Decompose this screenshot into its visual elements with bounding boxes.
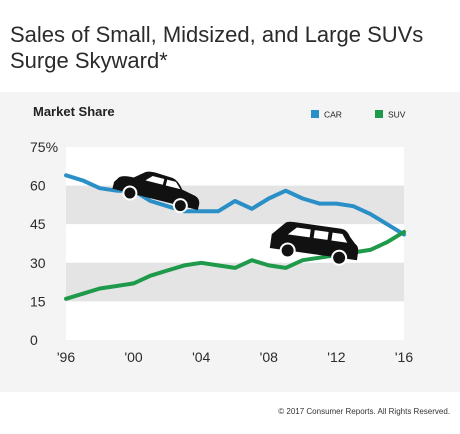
- grid-band: [66, 301, 404, 340]
- x-tick-label: '00: [124, 349, 142, 365]
- suv-icon: [269, 221, 359, 266]
- y-tick-label: 15: [30, 293, 46, 309]
- legend-label-car: CAR: [324, 110, 342, 120]
- y-tick-label: 30: [30, 255, 46, 271]
- chart-subtitle: Market Share: [33, 104, 115, 119]
- x-tick-label: '04: [192, 349, 210, 365]
- car-icon: [112, 171, 200, 214]
- y-axis-ticks: 75% 60 45 30 15 0: [30, 139, 58, 348]
- legend-swatch-suv: [375, 110, 383, 118]
- y-tick-label: 75%: [30, 139, 58, 155]
- copyright-footer: © 2017 Consumer Reports. All Rights Rese…: [278, 407, 450, 416]
- legend: CAR SUV: [311, 110, 406, 120]
- chart-title: Sales of Small, Midsized, and Large SUVs…: [10, 22, 424, 73]
- legend-label-suv: SUV: [388, 110, 406, 120]
- x-tick-label: '96: [57, 349, 75, 365]
- icon-layer: [112, 171, 359, 266]
- x-axis-ticks: '96 '00 '04 '08 '12 '16: [57, 349, 413, 365]
- x-tick-label: '08: [260, 349, 278, 365]
- x-tick-label: '16: [395, 349, 413, 365]
- y-tick-label: 0: [30, 332, 38, 348]
- x-tick-label: '12: [327, 349, 345, 365]
- y-tick-label: 60: [30, 178, 46, 194]
- y-tick-label: 45: [30, 216, 46, 232]
- legend-swatch-car: [311, 110, 319, 118]
